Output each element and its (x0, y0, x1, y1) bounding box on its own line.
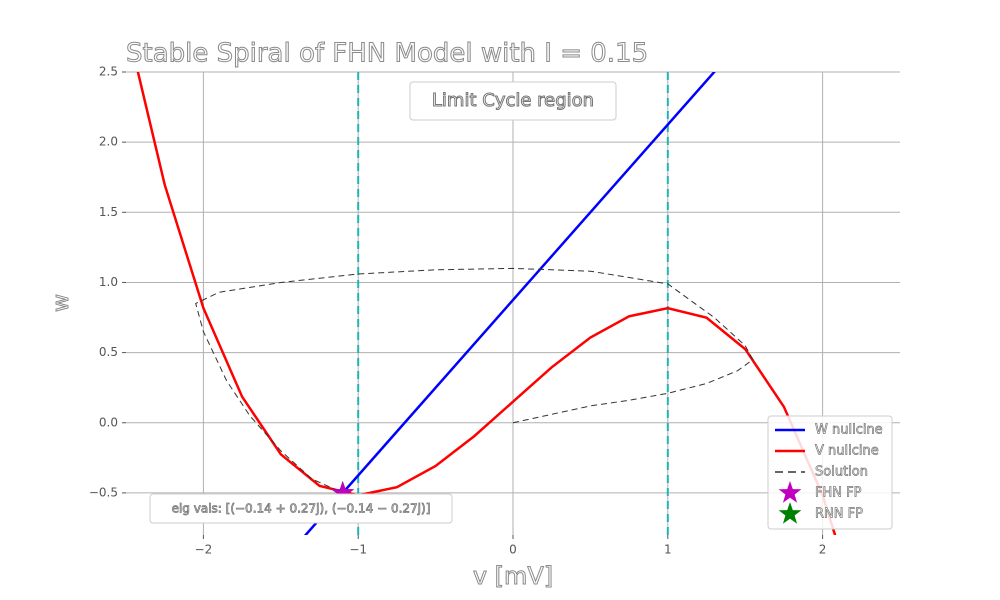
legend-marker (778, 481, 802, 503)
x-tick-label: −1 (349, 543, 367, 557)
nullcline (303, 72, 716, 535)
chart-title: Stable Spiral of FHN Model with I = 0.15 (126, 39, 648, 69)
legend-label: Solution (815, 465, 868, 480)
y-axis-label: w (49, 294, 74, 312)
y-tick-label: −0.5 (89, 485, 118, 499)
legend-label: V nullcine (815, 444, 879, 459)
x-tick-label: 0 (509, 543, 517, 557)
plot-area (136, 72, 837, 535)
legend-box (767, 415, 893, 530)
fixed-point (331, 480, 355, 503)
y-tick-label: 1.5 (99, 205, 118, 219)
annotation-box (409, 81, 617, 121)
annotation: Limit Cycle region (432, 90, 594, 111)
annotation-box (149, 493, 453, 524)
y-tick-label: 0.0 (99, 415, 118, 429)
y-tick-label: 2.0 (99, 135, 118, 149)
x-tick-label: −2 (195, 543, 213, 557)
nullcline (136, 72, 837, 535)
y-tick-label: 0.5 (99, 345, 118, 359)
trajectory (195, 267, 754, 494)
legend-marker (778, 502, 802, 524)
legend-label: RNN FP (815, 507, 863, 522)
annotation: eig vals: [(−0.14 + 0.27j), (−0.14 − 0.2… (172, 502, 431, 516)
y-tick-label: 2.5 (99, 65, 118, 79)
x-tick-label: 2 (819, 543, 827, 557)
y-tick-label: 1.0 (99, 275, 118, 289)
legend-label: W nullcine (815, 423, 883, 438)
legend-label: FHN FP (815, 486, 862, 501)
x-axis-label: v [mV] (473, 562, 553, 590)
overlay: Limit Cycle region eig vals: [(−0.14 + 0.… (149, 81, 893, 530)
x-tick-label: 1 (664, 543, 672, 557)
